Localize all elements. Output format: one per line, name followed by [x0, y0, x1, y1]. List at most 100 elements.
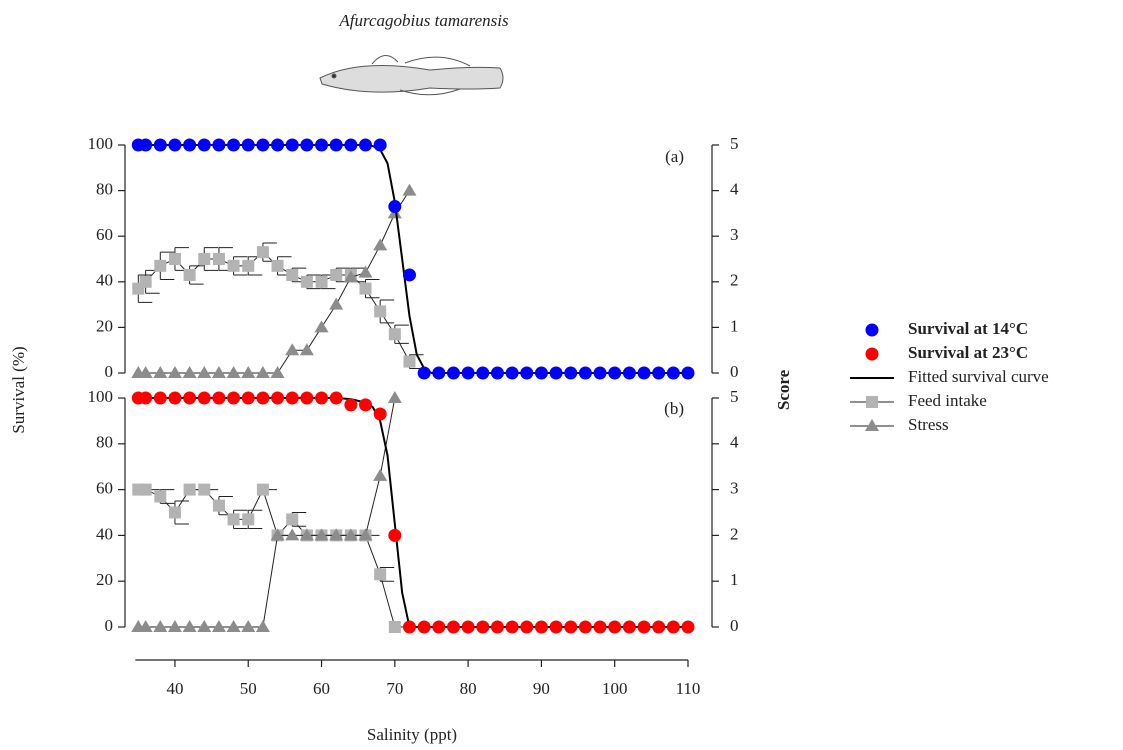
legend-label: Fitted survival curve	[908, 367, 1049, 386]
point	[153, 391, 167, 405]
point	[138, 366, 153, 378]
point	[637, 620, 651, 634]
point	[446, 620, 460, 634]
point	[681, 620, 695, 634]
point	[520, 366, 534, 380]
point	[373, 138, 387, 152]
point	[652, 620, 666, 634]
point	[315, 275, 328, 288]
point	[608, 366, 622, 380]
y2-tick-label: 5	[730, 134, 739, 153]
point	[343, 270, 358, 283]
point	[154, 259, 167, 272]
point	[168, 391, 182, 405]
point	[417, 620, 431, 634]
point	[622, 620, 636, 634]
point	[534, 620, 548, 634]
point	[299, 343, 314, 356]
point	[329, 528, 344, 541]
y2-tick-label: 4	[730, 433, 739, 452]
point	[315, 138, 329, 152]
point	[329, 391, 343, 405]
legend-marker	[865, 347, 879, 361]
point	[314, 528, 329, 541]
point	[461, 620, 475, 634]
point	[315, 391, 329, 405]
point	[255, 620, 270, 632]
x-tick-label: 50	[240, 679, 257, 698]
point	[197, 391, 211, 405]
point	[359, 398, 373, 412]
point	[285, 138, 299, 152]
series-line	[138, 190, 410, 374]
point	[388, 528, 402, 542]
point	[388, 328, 401, 341]
point	[564, 620, 578, 634]
point	[154, 490, 167, 503]
point	[358, 265, 373, 278]
point	[490, 620, 504, 634]
point	[139, 138, 153, 152]
panel-label: (a)	[665, 147, 684, 166]
point	[198, 253, 211, 265]
x-tick-label: 60	[313, 679, 330, 698]
y-tick-label: 20	[96, 570, 113, 589]
point	[286, 268, 299, 281]
y-tick-label: 60	[96, 479, 113, 498]
point	[255, 366, 270, 378]
x-axis-title: Salinity (ppt)	[367, 725, 457, 744]
figure-title: Afurcagobius tamarensis	[338, 11, 509, 30]
legend-label: Survival at 23°C	[908, 343, 1028, 362]
point	[344, 138, 358, 152]
point	[608, 620, 622, 634]
point	[256, 483, 269, 496]
point	[241, 391, 255, 405]
fitted-curve	[138, 397, 688, 628]
point	[402, 183, 417, 196]
y2-tick-label: 2	[730, 524, 739, 543]
x-tick-label: 80	[460, 679, 477, 698]
point	[476, 366, 490, 380]
point	[417, 366, 431, 380]
point	[241, 620, 256, 632]
point	[387, 391, 402, 403]
y-tick-label: 40	[96, 524, 113, 543]
point	[505, 620, 519, 634]
point	[168, 253, 181, 265]
point	[227, 391, 241, 405]
point	[139, 483, 152, 496]
x-tick-label: 70	[386, 679, 403, 698]
point	[666, 620, 680, 634]
x-tick-label: 100	[602, 679, 628, 698]
point	[271, 391, 285, 405]
point	[564, 366, 578, 380]
point	[153, 366, 168, 378]
point	[241, 138, 255, 152]
point	[256, 391, 270, 405]
point	[374, 568, 387, 581]
y-axis-title: Survival (%)	[9, 346, 28, 433]
point	[167, 620, 182, 632]
point	[197, 138, 211, 152]
x-tick-label: 110	[676, 679, 701, 698]
point	[359, 282, 372, 295]
y2-tick-label: 0	[730, 616, 739, 635]
y-tick-label: 0	[105, 362, 114, 381]
point	[476, 620, 490, 634]
point	[652, 366, 666, 380]
point	[270, 366, 285, 378]
point	[402, 620, 416, 634]
point	[505, 366, 519, 380]
y-tick-label: 80	[96, 433, 113, 452]
point	[168, 138, 182, 152]
point	[622, 366, 636, 380]
point	[183, 391, 197, 405]
point	[388, 621, 401, 633]
point	[388, 200, 402, 214]
point	[168, 506, 181, 519]
point	[300, 138, 314, 152]
fish-illustration	[319, 55, 504, 96]
point	[183, 138, 197, 152]
point	[138, 620, 153, 632]
